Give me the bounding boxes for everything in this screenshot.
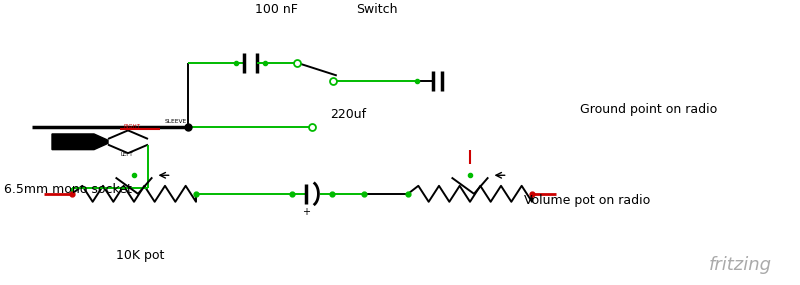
Text: Volume pot on radio: Volume pot on radio — [524, 194, 650, 207]
Text: RIGHT: RIGHT — [124, 124, 141, 129]
Text: Ground point on radio: Ground point on radio — [580, 103, 718, 116]
Text: 6.5mm mono socket: 6.5mm mono socket — [4, 183, 132, 196]
Text: +: + — [302, 207, 310, 217]
Text: SLEEVE: SLEEVE — [164, 119, 186, 124]
Text: LEFT: LEFT — [120, 152, 133, 157]
Text: 10K pot: 10K pot — [116, 249, 164, 262]
Text: 220uf: 220uf — [330, 108, 366, 121]
Text: 100 nF: 100 nF — [254, 3, 298, 16]
Text: fritzing: fritzing — [709, 256, 772, 274]
Text: Switch: Switch — [356, 3, 398, 16]
Polygon shape — [52, 134, 108, 150]
